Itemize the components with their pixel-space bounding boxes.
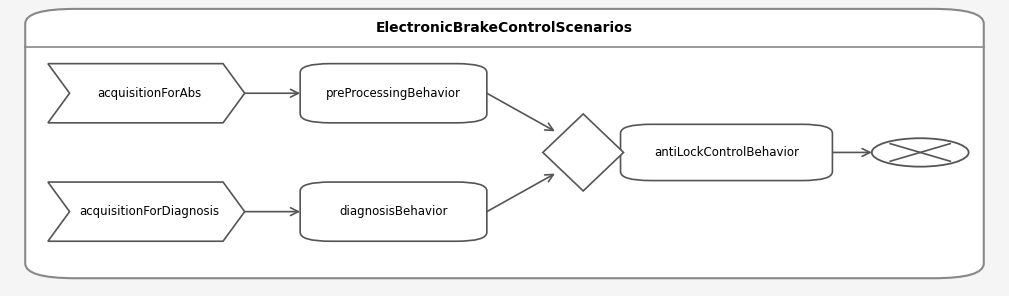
FancyBboxPatch shape	[25, 9, 984, 278]
Text: acquisitionForDiagnosis: acquisitionForDiagnosis	[80, 205, 220, 218]
Text: ElectronicBrakeControlScenarios: ElectronicBrakeControlScenarios	[376, 21, 633, 35]
Text: antiLockControlBehavior: antiLockControlBehavior	[654, 146, 799, 159]
Text: preProcessingBehavior: preProcessingBehavior	[326, 87, 461, 100]
FancyBboxPatch shape	[301, 64, 486, 123]
Polygon shape	[47, 182, 244, 241]
FancyBboxPatch shape	[301, 182, 486, 241]
Text: acquisitionForAbs: acquisitionForAbs	[98, 87, 202, 100]
Text: diagnosisBehavior: diagnosisBehavior	[339, 205, 448, 218]
Polygon shape	[47, 64, 244, 123]
Circle shape	[872, 138, 969, 167]
FancyBboxPatch shape	[621, 124, 832, 181]
Polygon shape	[543, 114, 624, 191]
